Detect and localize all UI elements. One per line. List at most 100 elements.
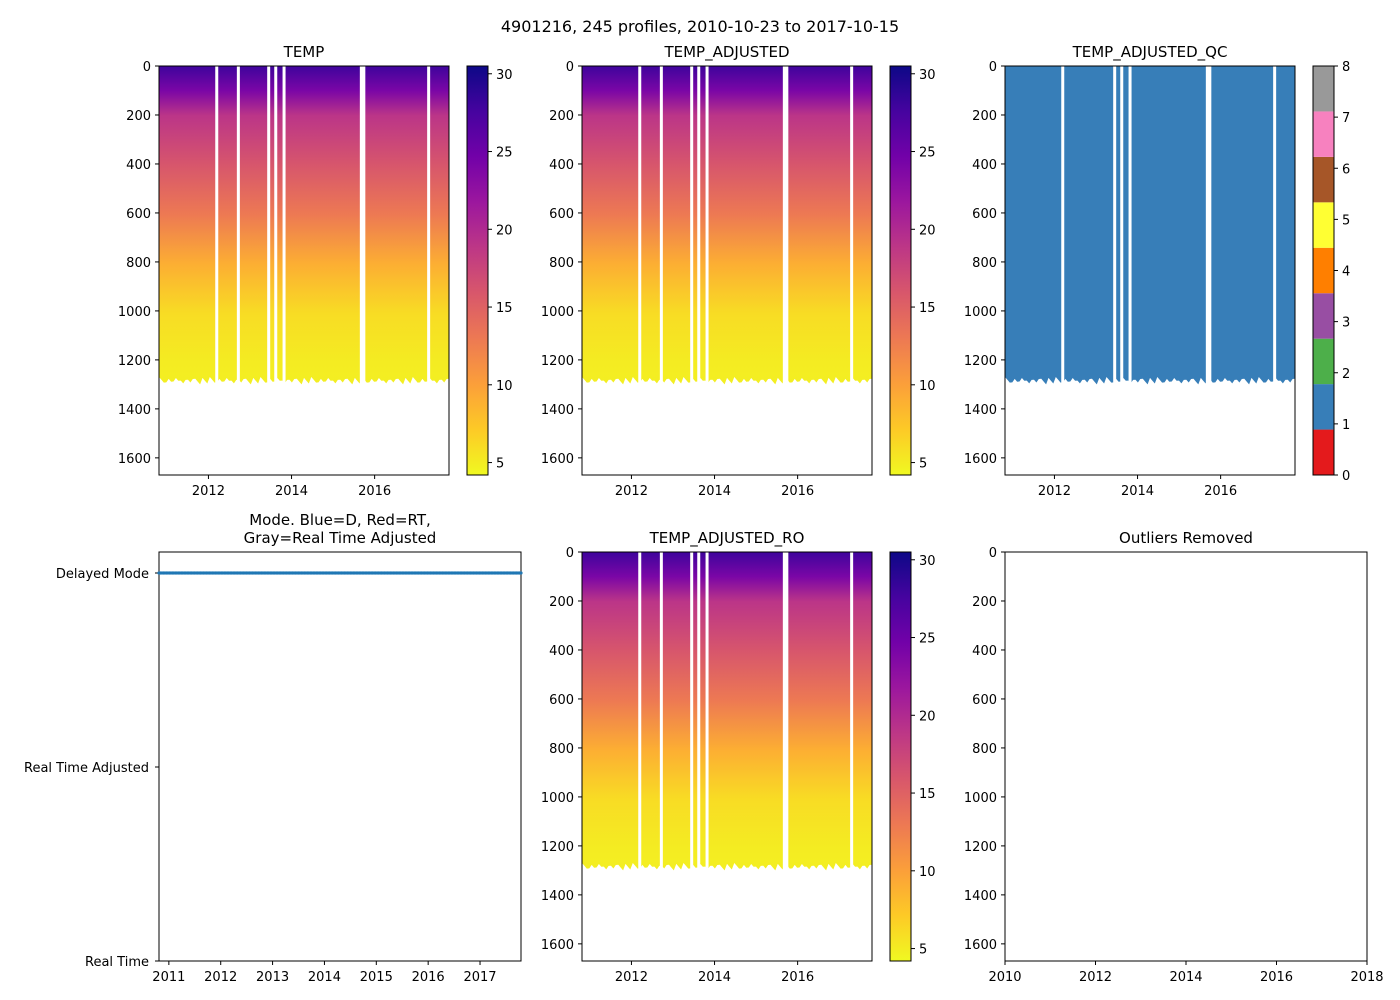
temp-adjusted-ro-data-gap — [850, 552, 854, 874]
outliers-ytick-label: 0 — [989, 546, 997, 561]
temp-xtick-label: 2012 — [192, 484, 225, 499]
temp-adjusted-ro-data-gap — [690, 552, 694, 874]
temp-adjusted-qc-colorbar-segment — [1313, 293, 1334, 339]
temp-adjusted-colorbar-tick-label: 20 — [919, 223, 936, 238]
temp-adjusted-ro-data-gap — [705, 552, 709, 874]
temp-adjusted-ytick-label: 1400 — [541, 403, 574, 418]
temp-ytick-label: 0 — [143, 60, 151, 75]
temp-adjusted-qc-colorbar-tick-label: 5 — [1342, 213, 1350, 228]
mode-xtick-label: 2015 — [360, 970, 393, 985]
temp-adjusted-qc-colorbar-tick-label: 8 — [1342, 60, 1350, 75]
temp-adjusted-qc-ytick-label: 0 — [989, 60, 997, 75]
temp-adjusted-xtick-label: 2016 — [781, 484, 814, 499]
temp-adjusted-qc-colorbar-tick-label: 6 — [1342, 162, 1350, 177]
temp-adjusted-qc-colorbar-segment — [1313, 202, 1334, 248]
outliers-xtick-label: 2010 — [988, 970, 1021, 985]
outliers-axes-frame — [1004, 551, 1368, 962]
temp-adjusted-qc-ytick-label: 800 — [972, 256, 997, 271]
temp-data-gap — [282, 66, 286, 388]
temp-adjusted-qc-colorbar-segment — [1313, 429, 1334, 475]
figure-title: 4901216, 245 profiles, 2010-10-23 to 201… — [501, 17, 899, 36]
outliers-xtick-label: 2014 — [1169, 970, 1202, 985]
temp-adjusted-data-gap — [638, 66, 642, 388]
temp-data-gap — [427, 66, 431, 388]
outliers-ytick-label: 400 — [972, 644, 997, 659]
temp-adjusted-ro-ytick-label: 1400 — [541, 889, 574, 904]
outliers-ytick-label: 1600 — [964, 938, 997, 953]
temp-adjusted-title: TEMP_ADJUSTED — [663, 43, 789, 62]
temp-adjusted-ro-heatmap — [582, 552, 872, 872]
temp-colorbar-tick-label: 10 — [496, 379, 513, 394]
temp-adjusted-qc-colorbar-segment — [1313, 156, 1334, 203]
outliers-xtick-label: 2016 — [1260, 970, 1293, 985]
temp-adjusted-qc-xtick-label: 2012 — [1038, 484, 1071, 499]
temp-adjusted-ytick-label: 1000 — [541, 305, 574, 320]
temp-adjusted-qc-bottom-mask — [1005, 377, 1295, 475]
temp-adjusted-qc-colorbar-segment — [1313, 247, 1334, 294]
temp-adjusted-ro-colorbar — [889, 551, 912, 962]
temp-adjusted-qc-title: TEMP_ADJUSTED_QC — [1072, 43, 1228, 62]
temp-adjusted-ytick-label: 200 — [549, 109, 574, 124]
outliers-ytick-label: 800 — [972, 742, 997, 757]
temp-adjusted-ro-data-gap — [782, 552, 786, 874]
temp-adjusted-xtick-label: 2012 — [615, 484, 648, 499]
temp-adjusted-colorbar-tick-label: 5 — [919, 457, 927, 472]
mode-title-line2: Gray=Real Time Adjusted — [244, 529, 437, 547]
temp-adjusted-ro-colorbar-tick-label: 10 — [919, 865, 936, 880]
temp-adjusted-data-gap — [659, 66, 663, 388]
temp-xtick-label: 2016 — [358, 484, 391, 499]
temp-adjusted-ro-ytick-label: 0 — [566, 546, 574, 561]
temp-adjusted-qc-data-gap — [1061, 66, 1065, 388]
outliers-ytick-label: 1200 — [964, 840, 997, 855]
temp-xtick-label: 2014 — [275, 484, 308, 499]
temp-adjusted-qc-data-gap — [1273, 66, 1277, 388]
temp-adjusted-qc-xtick-label: 2014 — [1121, 484, 1154, 499]
temp-adjusted-ro-title: TEMP_ADJUSTED_RO — [649, 529, 805, 548]
temp-adjusted-ytick-label: 800 — [549, 256, 574, 271]
temp-adjusted-colorbar — [889, 65, 912, 476]
mode-xtick-label: 2017 — [463, 970, 496, 985]
mode-ytick-label: Real Time — [85, 955, 149, 970]
temp-adjusted-qc-colorbar-segment — [1313, 66, 1334, 112]
temp-colorbar-tick-label: 20 — [496, 223, 513, 238]
temp-adjusted-ro-colorbar-tick-label: 30 — [919, 554, 936, 569]
temp-axes-frame — [158, 65, 450, 476]
temp-adjusted-data-gap — [690, 66, 694, 388]
temp-adjusted-ytick-label: 1600 — [541, 452, 574, 467]
temp-adjusted-ro-xtick-label: 2014 — [698, 970, 731, 985]
temp-adjusted-ro-data-gap — [697, 552, 701, 874]
temp-adjusted-data-gap — [785, 66, 789, 388]
temp-title: TEMP — [283, 43, 325, 61]
temp-adjusted-ro-xtick-label: 2012 — [615, 970, 648, 985]
temp-adjusted-qc-axes-frame — [1004, 65, 1296, 476]
temp-data-gap — [359, 66, 363, 388]
mode-xtick-label: 2014 — [308, 970, 341, 985]
temp-adjusted-ro-ytick-label: 1200 — [541, 840, 574, 855]
temp-adjusted-ro-ytick-label: 200 — [549, 595, 574, 610]
mode-xtick-label: 2011 — [152, 970, 185, 985]
temp-data-gap — [236, 66, 240, 388]
temp-adjusted-ro-ytick-label: 600 — [549, 693, 574, 708]
temp-adjusted-ro-data-gap — [785, 552, 789, 874]
temp-adjusted-ytick-label: 400 — [549, 158, 574, 173]
mode-xtick-label: 2013 — [256, 970, 289, 985]
temp-adjusted-qc-colorbar-tick-label: 1 — [1342, 418, 1350, 433]
temp-adjusted-ro-colorbar-tick-label: 5 — [919, 943, 927, 958]
temp-adjusted-qc-ytick-label: 1000 — [964, 305, 997, 320]
mode-xtick-label: 2012 — [204, 970, 237, 985]
temp-ytick-label: 200 — [126, 109, 151, 124]
temp-adjusted-qc-data-gap — [1205, 66, 1209, 388]
mode-title-line1: Mode. Blue=D, Red=RT, — [249, 511, 431, 529]
temp-adjusted-data-gap — [782, 66, 786, 388]
mode-point — [519, 571, 523, 575]
temp-data-gap — [274, 66, 278, 388]
temp-adjusted-qc-data-gap — [1128, 66, 1132, 388]
temp-adjusted-ro-ytick-label: 1000 — [541, 791, 574, 806]
temp-colorbar-tick-label: 15 — [496, 301, 513, 316]
temp-adjusted-ro-colorbar-tick-label: 20 — [919, 709, 936, 724]
temp-adjusted-qc-ytick-label: 1600 — [964, 452, 997, 467]
outliers-ytick-label: 600 — [972, 693, 997, 708]
temp-adjusted-data-gap — [697, 66, 701, 388]
